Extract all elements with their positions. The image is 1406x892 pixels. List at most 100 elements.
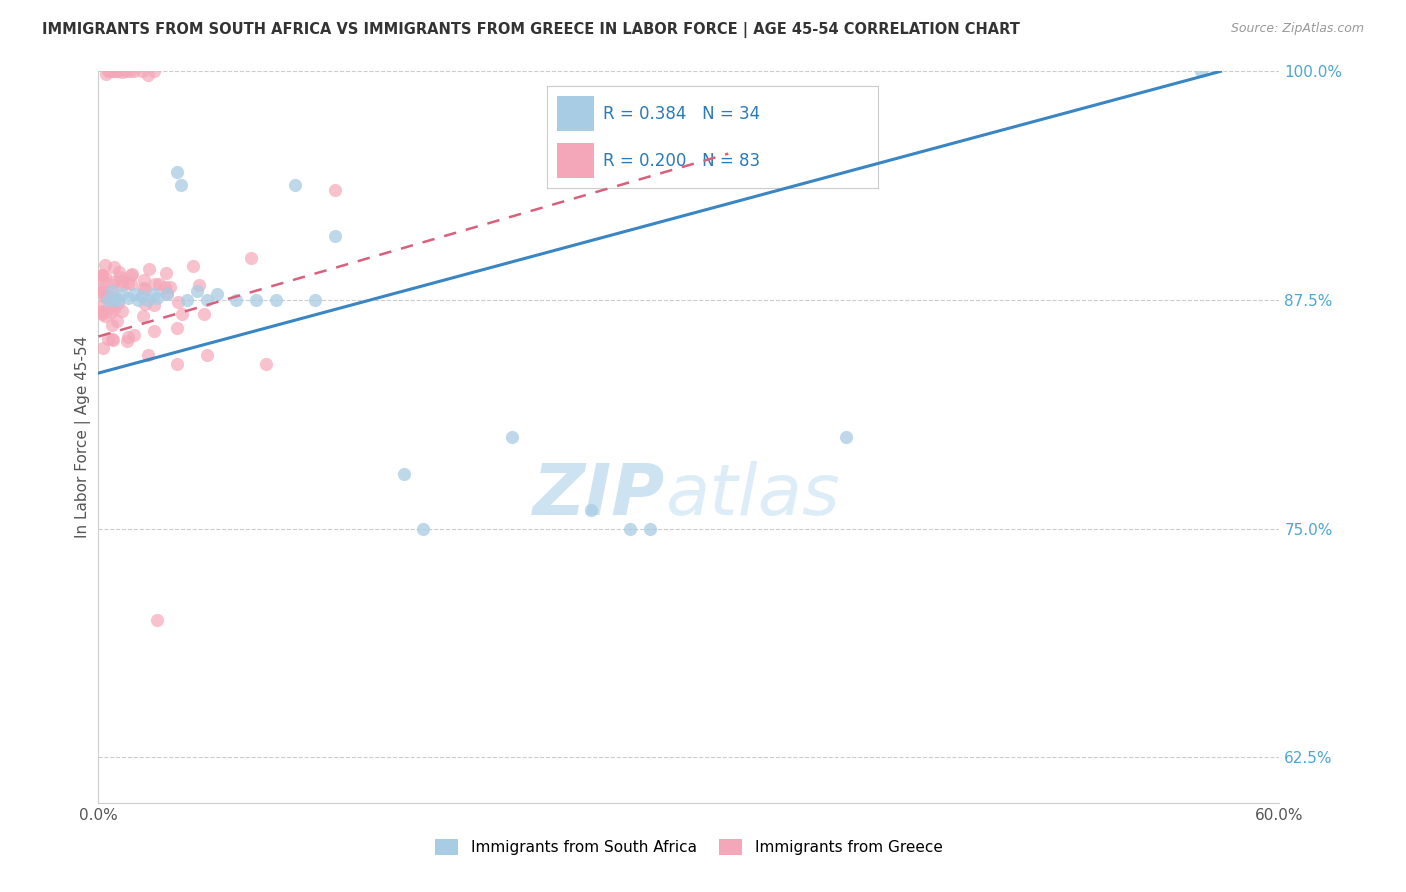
Point [105, 314, 128, 328]
Point [117, 329, 139, 343]
Point [195, 348, 218, 362]
Point [166, 321, 188, 335]
Point [579, 503, 602, 517]
Point [107, 296, 129, 310]
Point [134, 296, 156, 310]
Text: ZIP: ZIP [533, 461, 665, 530]
Point [103, 289, 125, 303]
Point [132, 309, 155, 323]
Point [103, 334, 125, 348]
Point [111, 304, 134, 318]
Legend: Immigrants from South Africa, Immigrants from Greece: Immigrants from South Africa, Immigrants… [429, 833, 949, 862]
Point [412, 522, 434, 536]
Point [91, 270, 114, 285]
Point [304, 293, 326, 307]
Point [131, 64, 153, 78]
Y-axis label: In Labor Force | Age 45-54: In Labor Force | Age 45-54 [76, 336, 91, 538]
Point [131, 281, 153, 295]
Point [111, 65, 134, 79]
Point [91, 341, 114, 355]
Point [284, 178, 307, 192]
Point [195, 293, 218, 307]
Point [142, 287, 165, 301]
Point [134, 273, 156, 287]
Point [254, 357, 277, 371]
Text: IMMIGRANTS FROM SOUTH AFRICA VS IMMIGRANTS FROM GREECE IN LABOR FORCE | AGE 45-5: IMMIGRANTS FROM SOUTH AFRICA VS IMMIGRAN… [42, 22, 1021, 38]
Point [143, 277, 166, 291]
Point [186, 284, 208, 298]
Point [619, 522, 641, 536]
Point [107, 293, 129, 307]
Point [264, 293, 287, 307]
Point [170, 307, 193, 321]
Point [96, 67, 118, 81]
Point [240, 252, 263, 266]
Point [111, 287, 134, 301]
Point [638, 522, 661, 536]
Point [94, 269, 117, 284]
Point [98, 64, 121, 78]
Point [392, 467, 415, 481]
Point [91, 304, 114, 318]
Point [91, 299, 114, 313]
Point [142, 298, 165, 312]
Text: Source: ZipAtlas.com: Source: ZipAtlas.com [1230, 22, 1364, 36]
Text: atlas: atlas [665, 461, 839, 530]
Point [193, 307, 215, 321]
Point [100, 305, 122, 319]
Point [156, 286, 179, 301]
Point [101, 299, 124, 313]
Point [96, 289, 118, 303]
Point [101, 332, 124, 346]
Point [156, 287, 179, 301]
Point [91, 283, 114, 297]
Point [323, 228, 346, 243]
Point [97, 332, 120, 346]
Point [1170, 851, 1192, 865]
Point [142, 64, 165, 78]
Point [117, 291, 139, 305]
Point [91, 305, 114, 319]
Point [120, 268, 142, 282]
Point [117, 276, 139, 290]
Point [143, 324, 166, 338]
Point [111, 278, 134, 293]
Point [131, 289, 153, 303]
Point [127, 293, 149, 307]
Point [103, 260, 125, 275]
Point [101, 284, 124, 298]
Point [103, 64, 125, 78]
Point [91, 285, 114, 300]
Point [101, 275, 124, 289]
Point [188, 277, 211, 292]
Point [167, 295, 190, 310]
Point [835, 430, 858, 444]
Point [1189, 64, 1212, 78]
Point [122, 64, 145, 78]
Point [103, 293, 125, 307]
Point [91, 307, 114, 321]
Point [159, 280, 181, 294]
Point [115, 64, 138, 78]
Point [94, 310, 117, 324]
Point [136, 69, 159, 83]
Point [107, 264, 129, 278]
Point [121, 267, 143, 281]
Point [176, 293, 198, 307]
Point [205, 287, 228, 301]
Point [136, 348, 159, 362]
Point [91, 281, 114, 295]
Point [97, 64, 120, 78]
Point [105, 64, 128, 78]
Point [101, 318, 124, 332]
Point [122, 327, 145, 342]
Point [245, 293, 267, 307]
Point [101, 277, 124, 292]
Point [225, 293, 247, 307]
Point [93, 259, 115, 273]
Point [115, 334, 138, 348]
Point [101, 64, 124, 78]
Point [183, 260, 205, 274]
Point [136, 293, 159, 307]
Point [91, 268, 114, 282]
